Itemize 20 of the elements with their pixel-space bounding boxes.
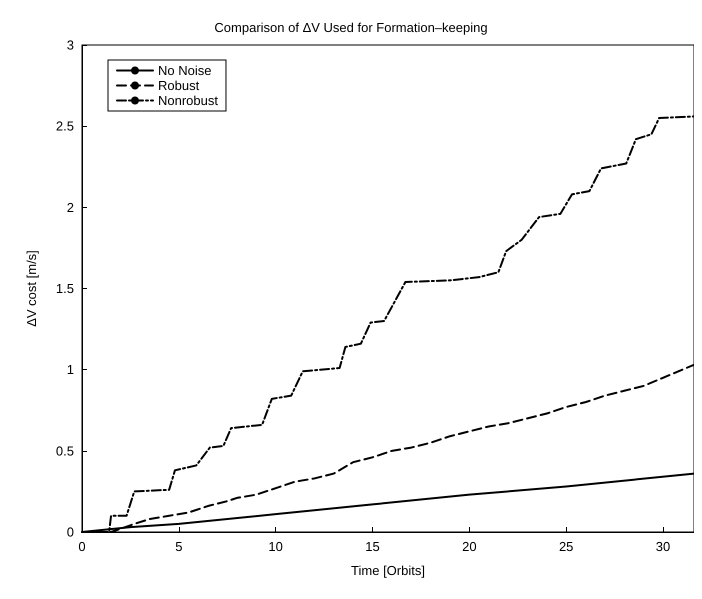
x-tick-label: 0 (78, 539, 86, 554)
y-tick-label: 0.5 (56, 443, 74, 458)
x-tick-label: 15 (365, 539, 380, 554)
y-tick-label: 1 (66, 362, 74, 378)
x-tick-label: 25 (558, 539, 574, 554)
chart-title: Comparison of ΔV Used for Formation–keeping (214, 20, 488, 35)
y-axis-title: ΔV cost [m/s] (24, 250, 39, 327)
x-tick-label: 10 (268, 539, 283, 554)
x-tick-label: 20 (462, 539, 477, 554)
y-tick-label: 1.5 (56, 281, 74, 296)
y-tick-label: 0 (66, 524, 74, 540)
y-tick-label: 2.5 (56, 118, 74, 134)
legend-label: Nonrobust (158, 93, 218, 108)
legend-label: No Noise (158, 63, 212, 78)
x-axis-title: Time [Orbits] (351, 563, 425, 578)
legend-label: Robust (158, 78, 200, 93)
x-tick-label: 5 (175, 539, 182, 554)
x-tick-label: 30 (656, 539, 670, 554)
y-tick-label: 2 (66, 200, 74, 215)
y-tick-label: 3 (66, 38, 74, 52)
